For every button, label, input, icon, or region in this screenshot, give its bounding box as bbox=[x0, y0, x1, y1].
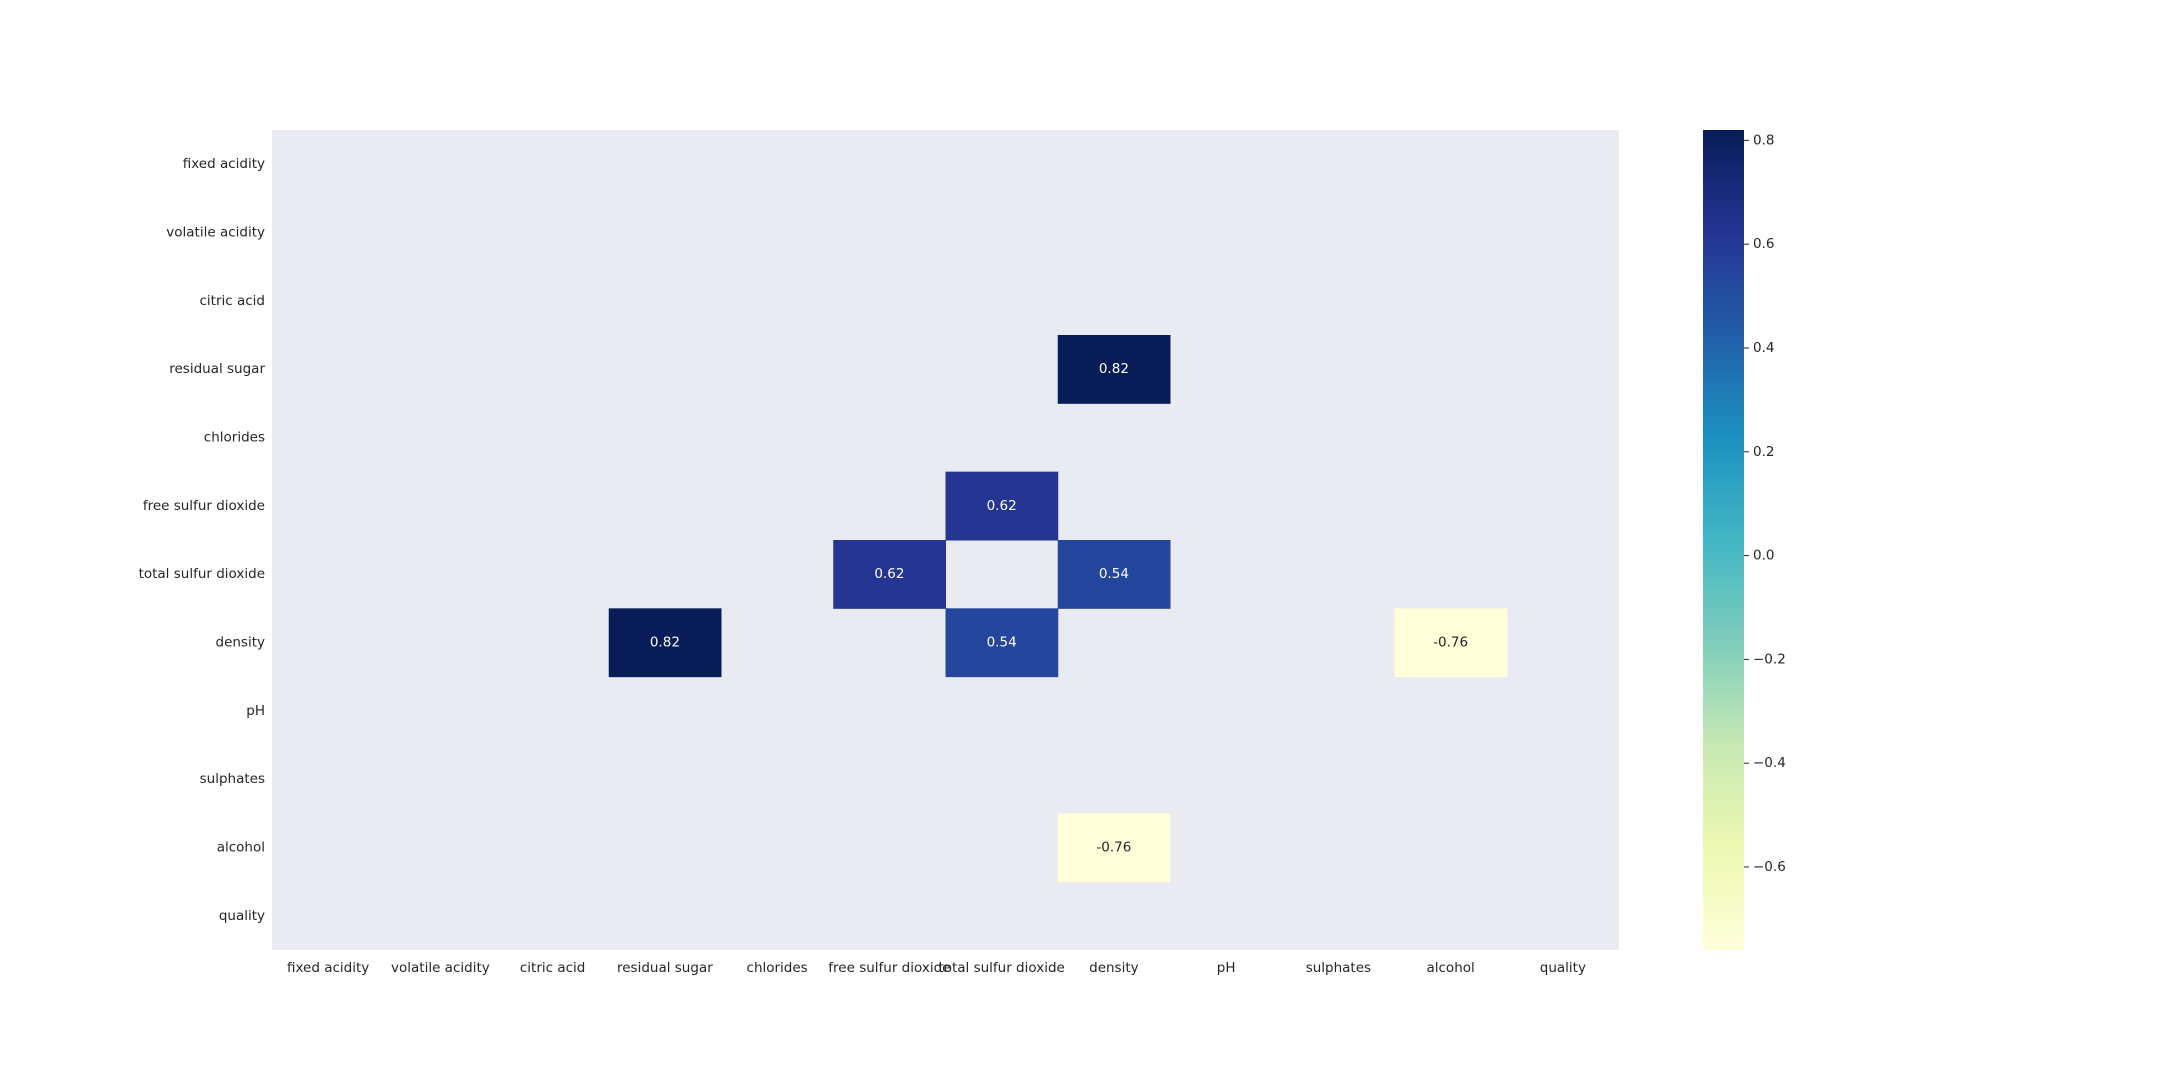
x-tick-label: volatile acidity bbox=[391, 960, 490, 976]
colorbar-tick-label: 0.4 bbox=[1753, 340, 1774, 356]
x-tick-label: citric acid bbox=[520, 960, 586, 976]
heatmap-cell bbox=[945, 608, 1059, 678]
x-tick-label: chlorides bbox=[747, 960, 808, 976]
cell-value-label: 0.54 bbox=[1099, 566, 1129, 582]
cell-value-label: -0.76 bbox=[1433, 635, 1468, 651]
y-tick-label: citric acid bbox=[200, 293, 266, 309]
x-tick-label: quality bbox=[1540, 960, 1586, 976]
y-tick-label: pH bbox=[246, 703, 265, 719]
x-tick-label: free sulfur dioxide bbox=[828, 960, 950, 976]
heatmap-cell bbox=[833, 540, 946, 609]
cell-value-label: 0.62 bbox=[987, 498, 1017, 514]
colorbar-tick-label: 0.2 bbox=[1753, 444, 1774, 460]
x-tick-label: fixed acidity bbox=[287, 960, 369, 976]
heatmap-cell bbox=[1057, 540, 1171, 609]
cell-value-label: 0.82 bbox=[650, 635, 680, 651]
x-tick-label: density bbox=[1089, 960, 1139, 976]
cell-value-label: -0.76 bbox=[1096, 840, 1131, 856]
y-tick-label: free sulfur dioxide bbox=[143, 498, 265, 514]
y-tick-labels: fixed acidity volatile acidity citric acid… bbox=[139, 156, 266, 924]
heatmap-cell bbox=[1394, 608, 1508, 678]
x-tick-label: residual sugar bbox=[617, 960, 713, 976]
x-tick-label: sulphates bbox=[1306, 960, 1371, 976]
colorbar-tick-label: −0.2 bbox=[1753, 651, 1786, 667]
heatmap-cell bbox=[945, 471, 1059, 541]
cell-value-label: 0.54 bbox=[987, 635, 1017, 651]
x-tick-label: alcohol bbox=[1426, 960, 1474, 976]
colorbar: 0.8 0.6 0.4 0.2 0.0 −0.2 −0.4 −0.6 bbox=[1703, 130, 1786, 950]
heatmap-cell bbox=[1057, 813, 1171, 883]
colorbar-tick-label: 0.8 bbox=[1753, 132, 1774, 148]
x-tick-label: total sulfur dioxide bbox=[938, 960, 1064, 976]
colorbar-tick-label: 0.6 bbox=[1753, 236, 1774, 252]
y-tick-label: residual sugar bbox=[169, 361, 265, 377]
cell-value-label: 0.82 bbox=[1099, 361, 1129, 377]
colorbar-tick-label: −0.4 bbox=[1753, 755, 1786, 771]
heatmap-cell bbox=[1057, 335, 1171, 404]
colorbar-gradient bbox=[1703, 130, 1744, 950]
y-tick-label: density bbox=[216, 635, 266, 651]
colorbar-tick-label: −0.6 bbox=[1753, 859, 1786, 875]
x-tick-labels: fixed acidity volatile acidity citric acid… bbox=[287, 960, 1586, 976]
y-tick-label: alcohol bbox=[217, 840, 265, 856]
y-tick-label: sulphates bbox=[200, 771, 265, 787]
heatmap-cells: 0.82 0.62 0.62 0.54 0.82 0.54 -0.76 -0.76 bbox=[608, 335, 1508, 883]
y-tick-label: quality bbox=[219, 908, 265, 924]
colorbar-tick-label: 0.0 bbox=[1753, 548, 1774, 564]
y-tick-label: fixed acidity bbox=[183, 156, 265, 172]
cell-value-label: 0.62 bbox=[874, 566, 904, 582]
y-tick-label: total sulfur dioxide bbox=[139, 566, 265, 582]
y-tick-label: volatile acidity bbox=[166, 225, 265, 241]
y-tick-label: chlorides bbox=[204, 430, 265, 446]
x-tick-label: pH bbox=[1217, 960, 1236, 976]
heatmap-cell bbox=[608, 608, 722, 678]
